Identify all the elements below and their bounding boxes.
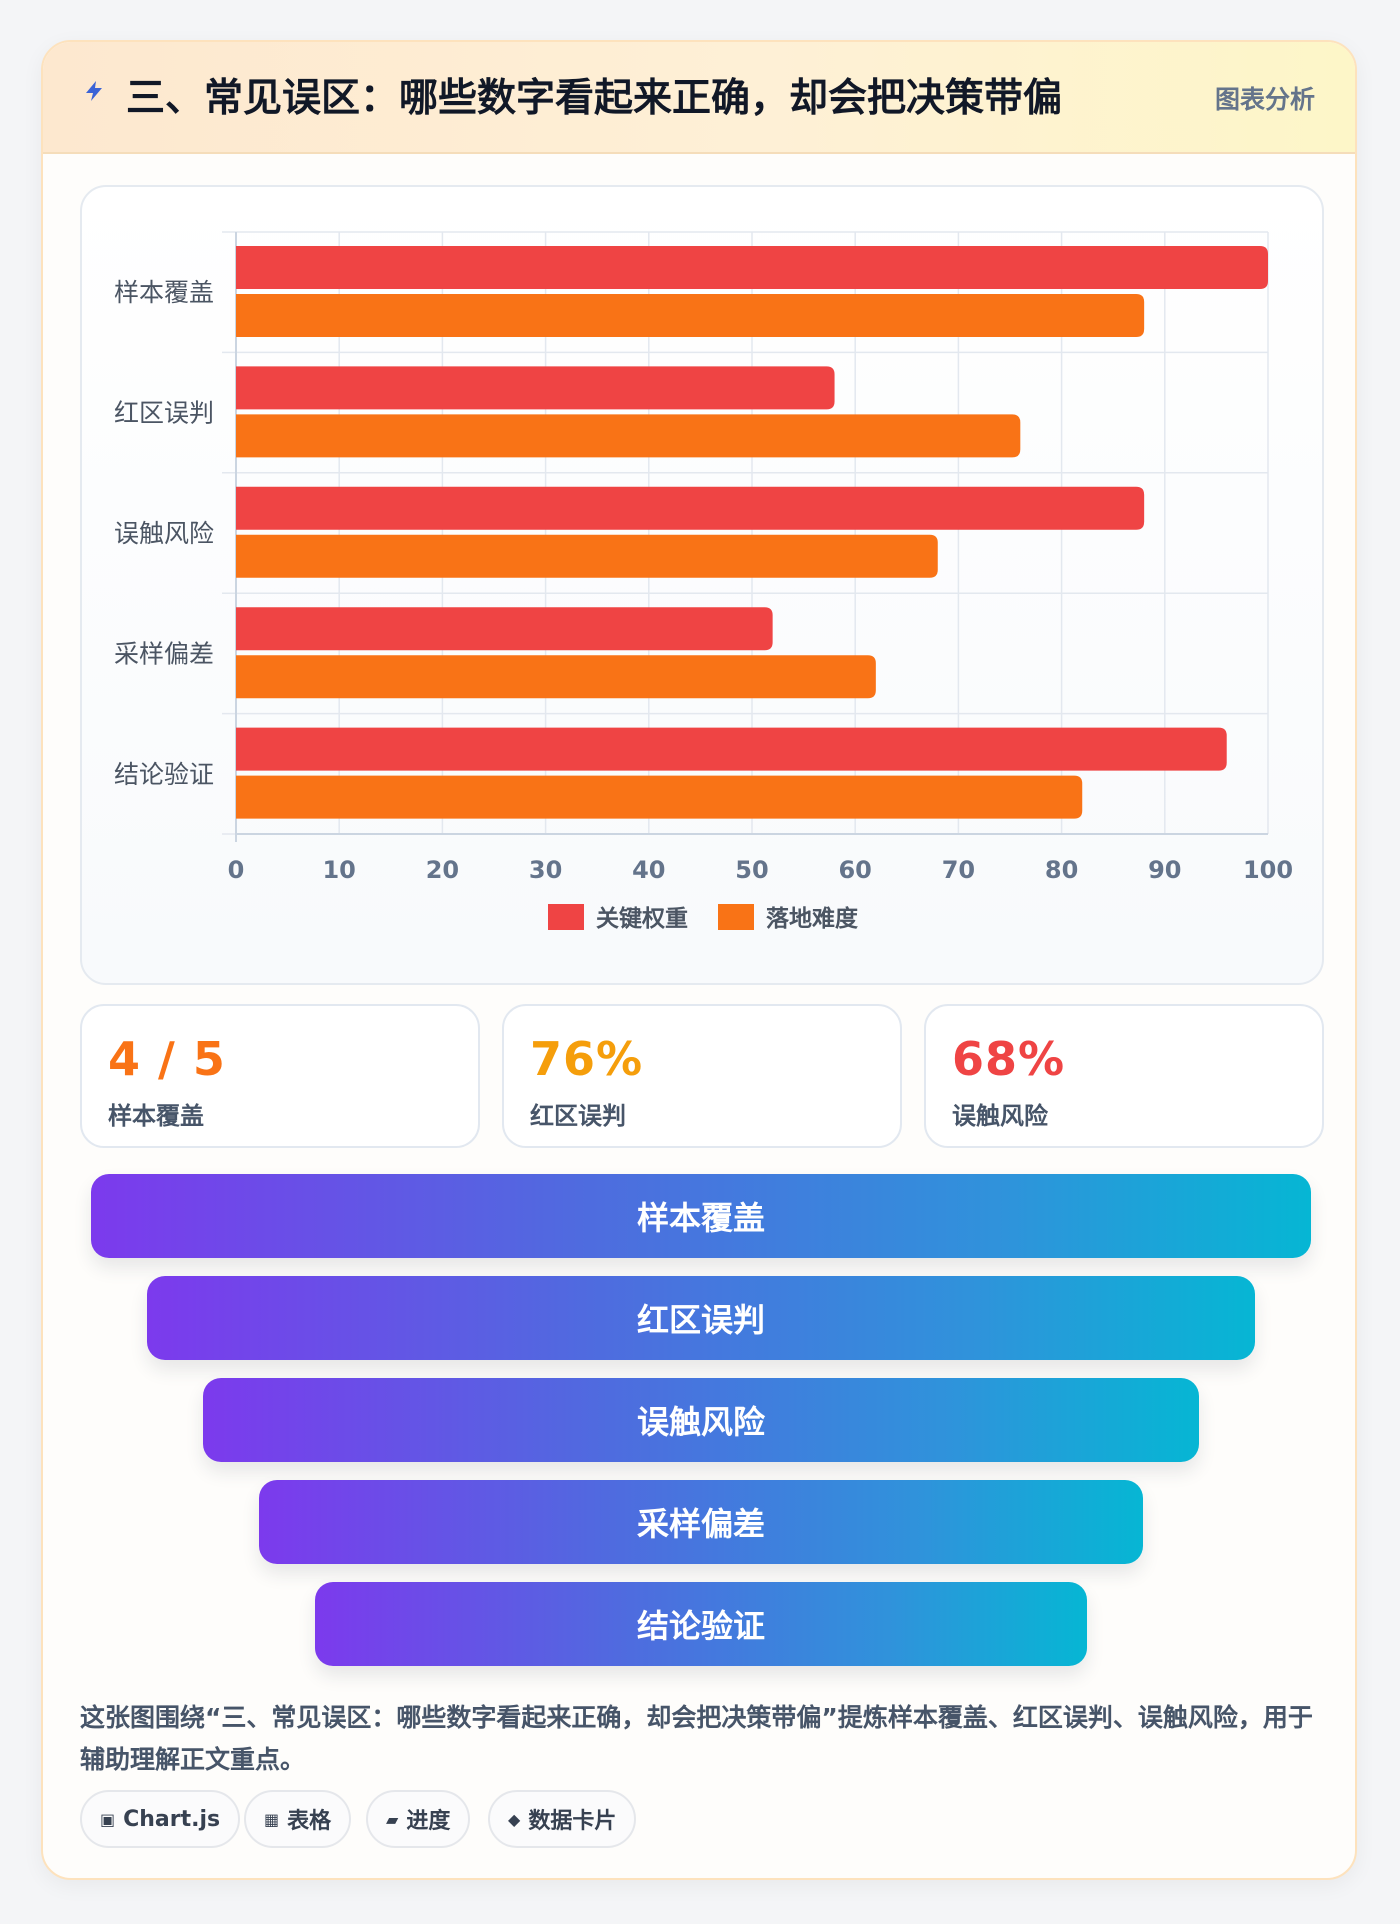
bar-difficulty <box>236 294 1145 337</box>
progress-icon: ▰ <box>386 1809 399 1829</box>
bar-difficulty <box>236 414 1021 458</box>
x-tick-label: 40 <box>632 856 665 884</box>
x-tick-label: 10 <box>322 856 355 884</box>
stat-label: 样本覆盖 <box>108 1102 204 1130</box>
y-tick-label: 采样偏差 <box>114 639 214 668</box>
stat-cards: 4 / 5 样本覆盖 76% 红区误判 68% 误触风险 <box>80 1004 1324 1148</box>
stat-card: 68% 误触风险 <box>924 1004 1324 1148</box>
stat-label: 误触风险 <box>952 1102 1048 1130</box>
y-tick-label: 红区误判 <box>114 399 214 428</box>
x-tick-label: 70 <box>942 856 975 884</box>
chart-icon: ▣ <box>100 1809 116 1829</box>
x-tick-label: 60 <box>838 856 871 884</box>
stat-value: 4 / 5 <box>108 1032 226 1086</box>
tag-label: 表格 <box>287 1809 332 1834</box>
chart-analysis-tag: 图表分析 <box>1214 85 1315 114</box>
bar-key-weight <box>236 607 773 651</box>
funnel-step: 误触风险 <box>203 1378 1199 1462</box>
legend-swatch <box>548 904 584 930</box>
tag-label: Chart.js <box>123 1806 221 1832</box>
table-icon: ▦ <box>264 1809 280 1829</box>
tag-progress[interactable]: ▰ 进度 <box>366 1790 471 1848</box>
x-tick-label: 20 <box>426 856 459 884</box>
x-tick-label: 100 <box>1243 856 1293 884</box>
tag-label: 数据卡片 <box>528 1809 617 1834</box>
bar-key-weight <box>236 486 1145 530</box>
stat-card: 76% 红区误判 <box>502 1004 902 1148</box>
bar-key-weight <box>236 246 1268 289</box>
funnel-step: 结论验证 <box>315 1582 1087 1666</box>
y-tick-label: 误触风险 <box>114 519 214 548</box>
stat-label: 红区误判 <box>530 1102 626 1130</box>
tag-chartjs[interactable]: ▣ Chart.js <box>80 1790 241 1848</box>
y-tick-label: 结论验证 <box>114 760 214 789</box>
x-tick-label: 80 <box>1045 856 1078 884</box>
legend-label: 关键权重 <box>596 905 688 932</box>
card-title: 三、常见误区：哪些数字看起来正确，却会把决策带偏 <box>126 76 1063 121</box>
x-tick-label: 0 <box>228 856 245 884</box>
stat-card: 4 / 5 样本覆盖 <box>80 1004 480 1148</box>
tag-table[interactable]: ▦ 表格 <box>244 1790 352 1848</box>
x-tick-label: 30 <box>529 856 562 884</box>
chart-panel: 样本覆盖红区误判误触风险采样偏差结论验证 0 10 20 30 40 50 60 70 80 90 1… <box>80 185 1324 985</box>
bar-key-weight <box>236 727 1227 771</box>
card-header: 三、常见误区：哪些数字看起来正确，却会把决策带偏 图表分析 <box>43 42 1355 154</box>
tag-data-card[interactable]: ◆ 数据卡片 <box>488 1790 637 1848</box>
x-tick-label: 90 <box>1148 856 1181 884</box>
analysis-card: 三、常见误区：哪些数字看起来正确，却会把决策带偏 图表分析 样本覆盖 红区误判 误触… <box>41 40 1357 1880</box>
lightning-icon <box>86 81 102 101</box>
tag-label: 进度 <box>406 1809 451 1834</box>
stat-value: 76% <box>530 1032 644 1086</box>
funnel-step: 样本覆盖 <box>91 1174 1311 1258</box>
bar-difficulty <box>236 655 876 699</box>
x-tick-label: 50 <box>735 856 768 884</box>
diamond-icon: ◆ <box>508 1809 521 1829</box>
funnel-step: 红区误判 <box>147 1276 1255 1360</box>
chart-caption: 这张图围绕“三、常见误区：哪些数字看起来正确，却会把决策带偏”提炼样本覆盖、红区… <box>80 1703 1313 1774</box>
funnel-step: 采样偏差 <box>259 1480 1143 1564</box>
bar-key-weight <box>236 366 835 410</box>
bar-difficulty <box>236 775 1083 819</box>
y-tick-label: 样本覆盖 <box>114 278 214 307</box>
bar-difficulty <box>236 534 938 578</box>
legend-label: 落地难度 <box>766 905 859 932</box>
legend-swatch <box>718 904 754 930</box>
stat-value: 68% <box>952 1032 1066 1086</box>
